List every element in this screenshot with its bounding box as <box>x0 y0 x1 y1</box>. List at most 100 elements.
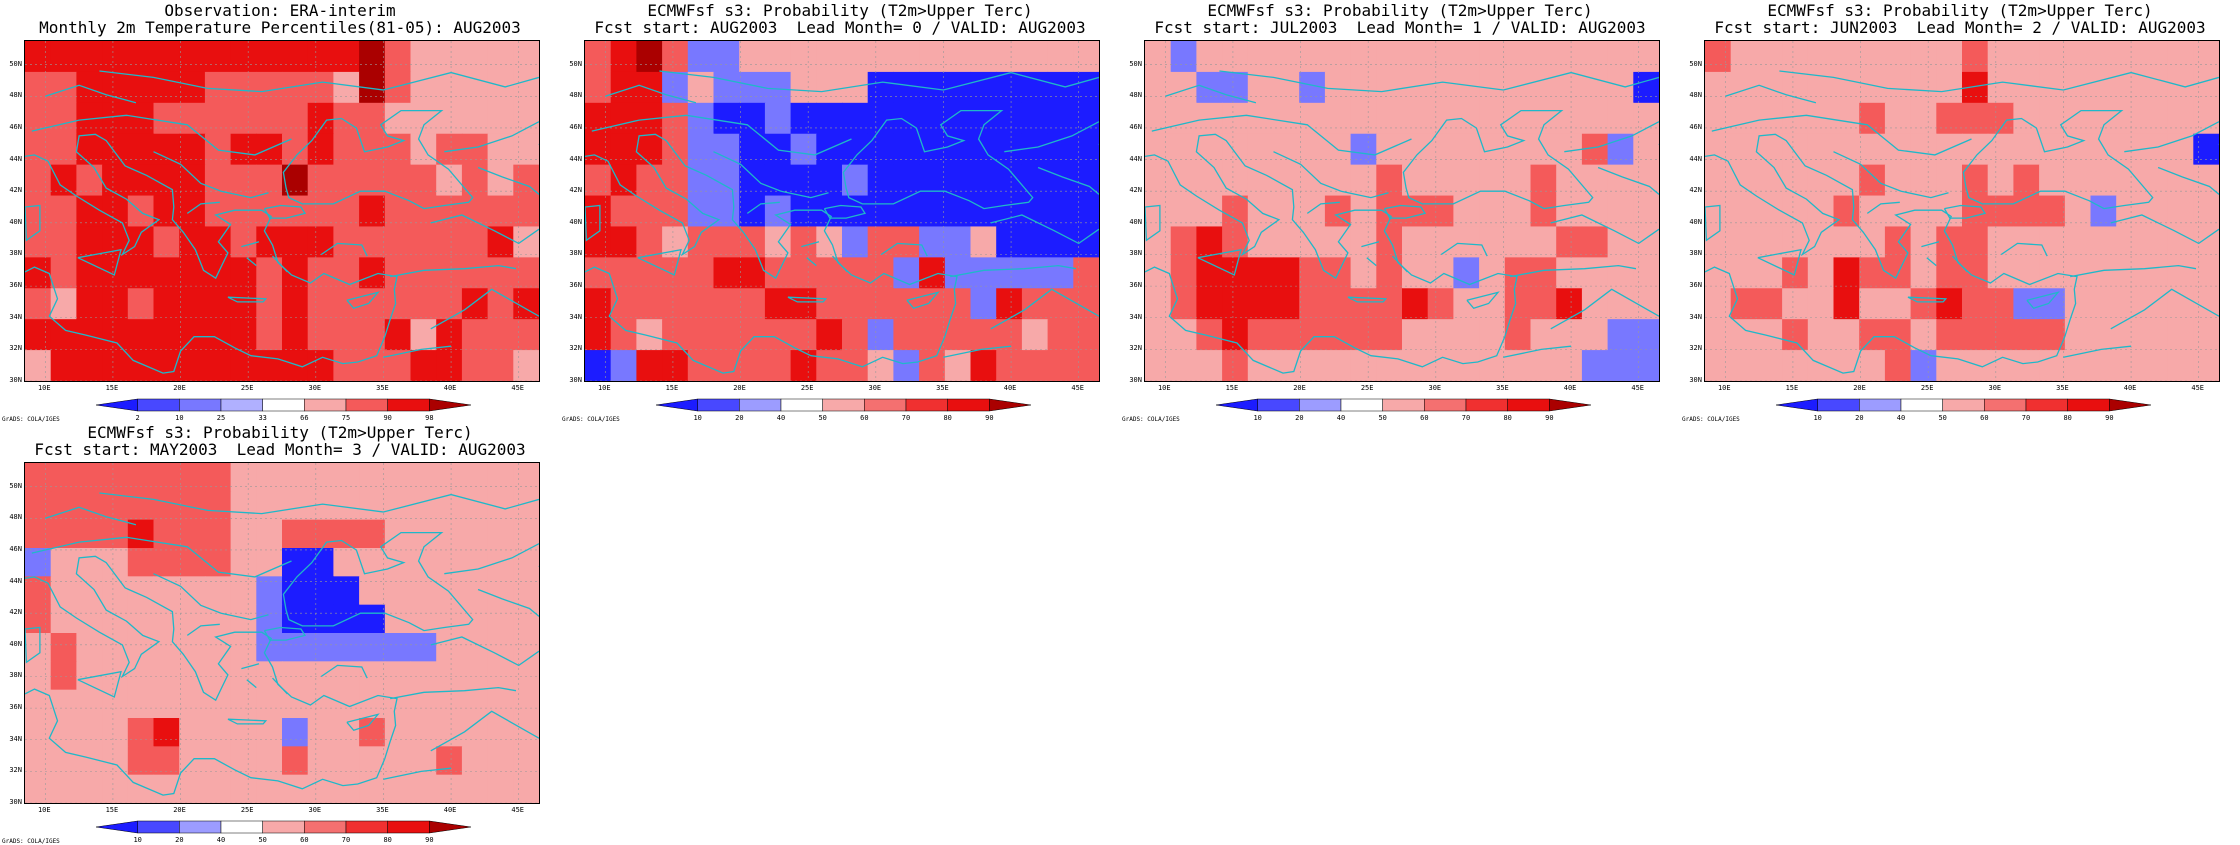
grid-cell <box>513 689 539 719</box>
grid-cell <box>1756 164 1783 197</box>
grid-cell <box>867 102 894 135</box>
grid-cell <box>1962 288 1989 320</box>
grid-cell <box>1910 102 1937 135</box>
grid-cell <box>687 288 715 320</box>
grid-cell <box>1705 226 1732 258</box>
grid-cell <box>764 71 792 104</box>
grid-cell <box>2141 257 2169 289</box>
grid-cell <box>76 164 103 197</box>
grid-cell <box>25 576 52 606</box>
grid-cell <box>436 102 463 135</box>
lon-tick-label: 35E <box>376 806 389 814</box>
grid-cell <box>2116 288 2143 320</box>
grid-cell <box>76 604 103 634</box>
grid-cell <box>204 491 232 521</box>
grid-cell <box>713 133 740 166</box>
grid-cell <box>1936 41 1963 73</box>
grid-cell <box>256 746 283 776</box>
grid-cell <box>487 604 514 634</box>
grid-cell <box>1936 319 1963 351</box>
coastline <box>2110 214 2219 245</box>
grid-cell <box>204 164 232 197</box>
grid-cell <box>1581 41 1609 73</box>
grid-cell <box>153 226 180 258</box>
grid-cell <box>1756 133 1783 166</box>
grid-cell <box>487 288 514 320</box>
grid-cell <box>585 164 612 197</box>
grid-cell <box>790 71 817 104</box>
grid-cell <box>487 576 514 606</box>
grid-cell <box>1273 257 1300 289</box>
grid-cell <box>2167 319 2194 351</box>
grid-cell <box>1145 288 1172 320</box>
grid-cell <box>713 102 740 135</box>
grid-cell <box>1936 226 1963 258</box>
grid-cell <box>410 774 437 803</box>
lon-tick-label: 25E <box>240 806 254 814</box>
grid-cell <box>25 718 52 747</box>
grid-cell <box>1936 195 1963 228</box>
grid-cell <box>636 226 663 258</box>
grid-cell <box>1299 133 1326 166</box>
grid-cell <box>410 41 437 73</box>
map-area <box>1704 40 2220 382</box>
grid-cell <box>513 548 539 577</box>
grid-cell <box>127 133 155 166</box>
grid-cell <box>2090 226 2117 258</box>
lon-tick-label: 30E <box>308 806 322 814</box>
grid-cell <box>2090 319 2117 351</box>
grid-cell <box>513 257 539 289</box>
grid-cell <box>1962 133 1989 166</box>
grid-cell <box>153 718 180 747</box>
colorbar-segment <box>2025 398 2068 412</box>
grid-cell <box>739 288 766 320</box>
grid-cell <box>256 491 283 521</box>
grid-cell <box>1756 350 1783 381</box>
grid-cell <box>2167 164 2194 197</box>
grid-cell <box>153 548 180 577</box>
grid-cell <box>333 71 360 104</box>
grid-cell <box>127 288 155 320</box>
grid-cell <box>1427 164 1454 197</box>
grid-cell <box>1273 102 1300 135</box>
grid-cell <box>764 288 792 320</box>
grid-cell <box>307 288 334 320</box>
grid-cell <box>1170 226 1197 258</box>
grid-cell <box>127 226 155 258</box>
grid-cell <box>153 257 180 289</box>
grid-cell <box>359 257 386 289</box>
grid-cell <box>1247 164 1275 197</box>
grads-credit: GrADS: COLA/IGES <box>562 416 620 423</box>
grid-cell <box>1910 319 1937 351</box>
grid-cell <box>1962 257 1989 289</box>
grid-cell <box>1730 257 1757 289</box>
colorbar <box>656 398 1031 412</box>
grid-cell <box>204 633 232 662</box>
grid-cell <box>461 319 489 351</box>
grid-cell <box>1833 102 1860 135</box>
lat-tick-label: 48N <box>9 513 22 522</box>
grid-cell <box>307 41 334 73</box>
grid-cell <box>102 718 129 747</box>
grid-cell <box>1504 195 1532 228</box>
grid-cell <box>436 257 463 289</box>
lat-tick-label: 44N <box>569 154 582 163</box>
grid-cell <box>359 350 386 381</box>
grid-cell <box>204 288 232 320</box>
grid-cell <box>2013 226 2040 258</box>
grid-cell <box>687 133 715 166</box>
grid-cell <box>1021 41 1049 73</box>
coastline <box>282 531 474 632</box>
grid-cell <box>1607 102 1634 135</box>
colorbar-segment <box>989 398 1031 412</box>
grid-cell <box>636 195 663 228</box>
colorbar-segment <box>1859 398 1902 412</box>
grid-cell <box>1782 71 1809 104</box>
grid-cell <box>1910 71 1937 104</box>
grid-cell <box>1350 71 1377 104</box>
grid-cell <box>1530 288 1557 320</box>
grid-cell <box>1607 195 1634 228</box>
coastline <box>153 573 269 621</box>
grid-cell <box>713 226 740 258</box>
grid-cell <box>1222 41 1249 73</box>
